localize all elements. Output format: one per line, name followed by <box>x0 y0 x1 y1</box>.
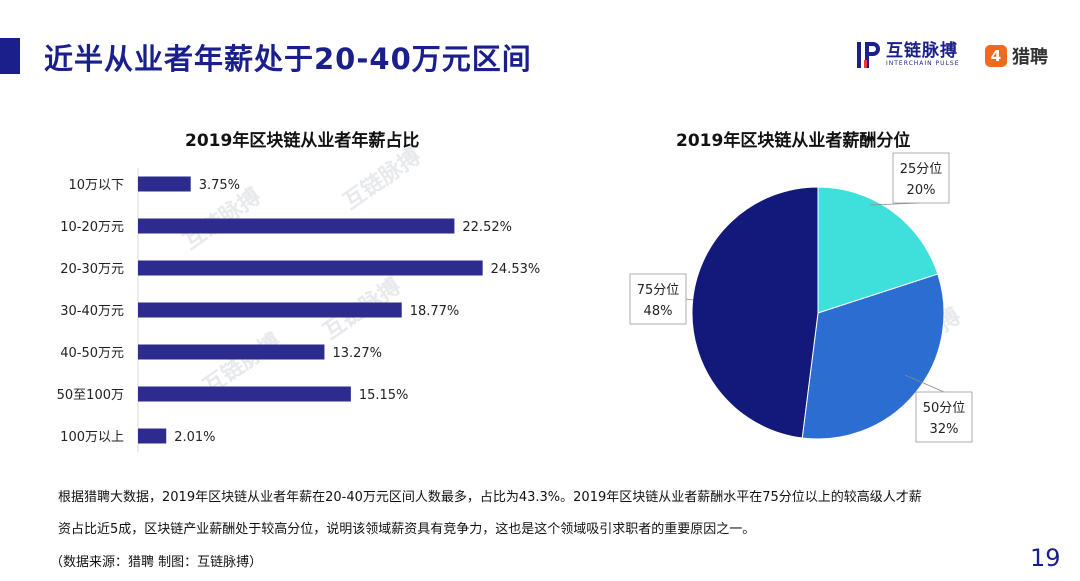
bar-4 <box>138 302 402 318</box>
bar-category-label: 50至100万 <box>57 388 124 403</box>
bar-value-label: 13.27% <box>332 346 382 361</box>
bar-category-label: 30-40万元 <box>60 304 124 319</box>
bar-value-label: 24.53% <box>491 262 541 277</box>
bar-category-label: 10万以下 <box>68 178 124 193</box>
page-number: 19 <box>1030 544 1061 572</box>
pie-callout-line <box>904 374 945 393</box>
pie-chart-title: 2019年区块链从业者薪酬分位 <box>676 131 911 151</box>
bar-3 <box>138 260 483 276</box>
brand-interchain-sub: INTERCHAIN PULSE <box>886 60 960 67</box>
bar-category-label: 100万以上 <box>60 430 124 445</box>
pie-category-label: 50分位 <box>923 401 966 416</box>
bar-category-label: 40-50万元 <box>60 346 124 361</box>
pie-callout-box <box>629 273 687 325</box>
bar-1 <box>138 176 191 192</box>
pie-slice-1 <box>817 186 939 314</box>
footnote-line-1: 根据猎聘大数据，2019年区块链从业者年薪在20-40万元区间人数最多，占比为4… <box>58 490 922 505</box>
brand-liepin-name: 猎聘 <box>1012 47 1048 68</box>
watermark-text: 互链脉搏 <box>339 143 426 215</box>
bar-6 <box>138 386 351 402</box>
brand-interchain-name: 互链脉搏 <box>886 41 958 61</box>
interchain-pulse-logo: 互链脉搏 INTERCHAIN PULSE <box>856 40 960 70</box>
bar-chart-title: 2019年区块链从业者年薪占比 <box>185 131 420 151</box>
pie-slice-3 <box>691 186 819 439</box>
interchain-pulse-mark-icon <box>857 42 880 68</box>
pie-slice-2 <box>801 273 945 440</box>
bar-7 <box>138 428 167 444</box>
bar-2 <box>138 218 455 234</box>
title-accent-block <box>0 38 20 74</box>
bar-value-label: 2.01% <box>174 430 215 445</box>
liepin-mark-icon: 4 <box>985 45 1007 67</box>
pie-value-label: 48% <box>644 304 673 319</box>
pie-value-label: 20% <box>907 183 936 198</box>
bar-value-label: 3.75% <box>199 178 240 193</box>
bar-5 <box>138 344 325 360</box>
pie-category-label: 75分位 <box>637 283 680 298</box>
bar-value-label: 15.15% <box>359 388 409 403</box>
pie-callout-line <box>685 298 694 301</box>
page-title: 近半从业者年薪处于20-40万元区间 <box>44 42 532 76</box>
bar-category-label: 10-20万元 <box>60 220 124 235</box>
pie-value-label: 32% <box>930 422 959 437</box>
pie-callout-box <box>915 391 973 443</box>
pie-category-label: 25分位 <box>900 162 943 177</box>
bar-category-label: 20-30万元 <box>60 262 124 277</box>
footnote-line-2: 资占比近5成，区块链产业薪酬处于较高分位，说明该领域薪资具有竞争力，这也是这个领… <box>58 522 756 537</box>
liepin-logo: 4 猎聘 <box>985 43 1048 69</box>
bar-value-label: 22.52% <box>462 220 512 235</box>
data-source: （数据来源：猎聘 制图：互链脉搏） <box>50 555 263 570</box>
bar-value-label: 18.77% <box>410 304 460 319</box>
pie-callout-box <box>892 152 950 204</box>
